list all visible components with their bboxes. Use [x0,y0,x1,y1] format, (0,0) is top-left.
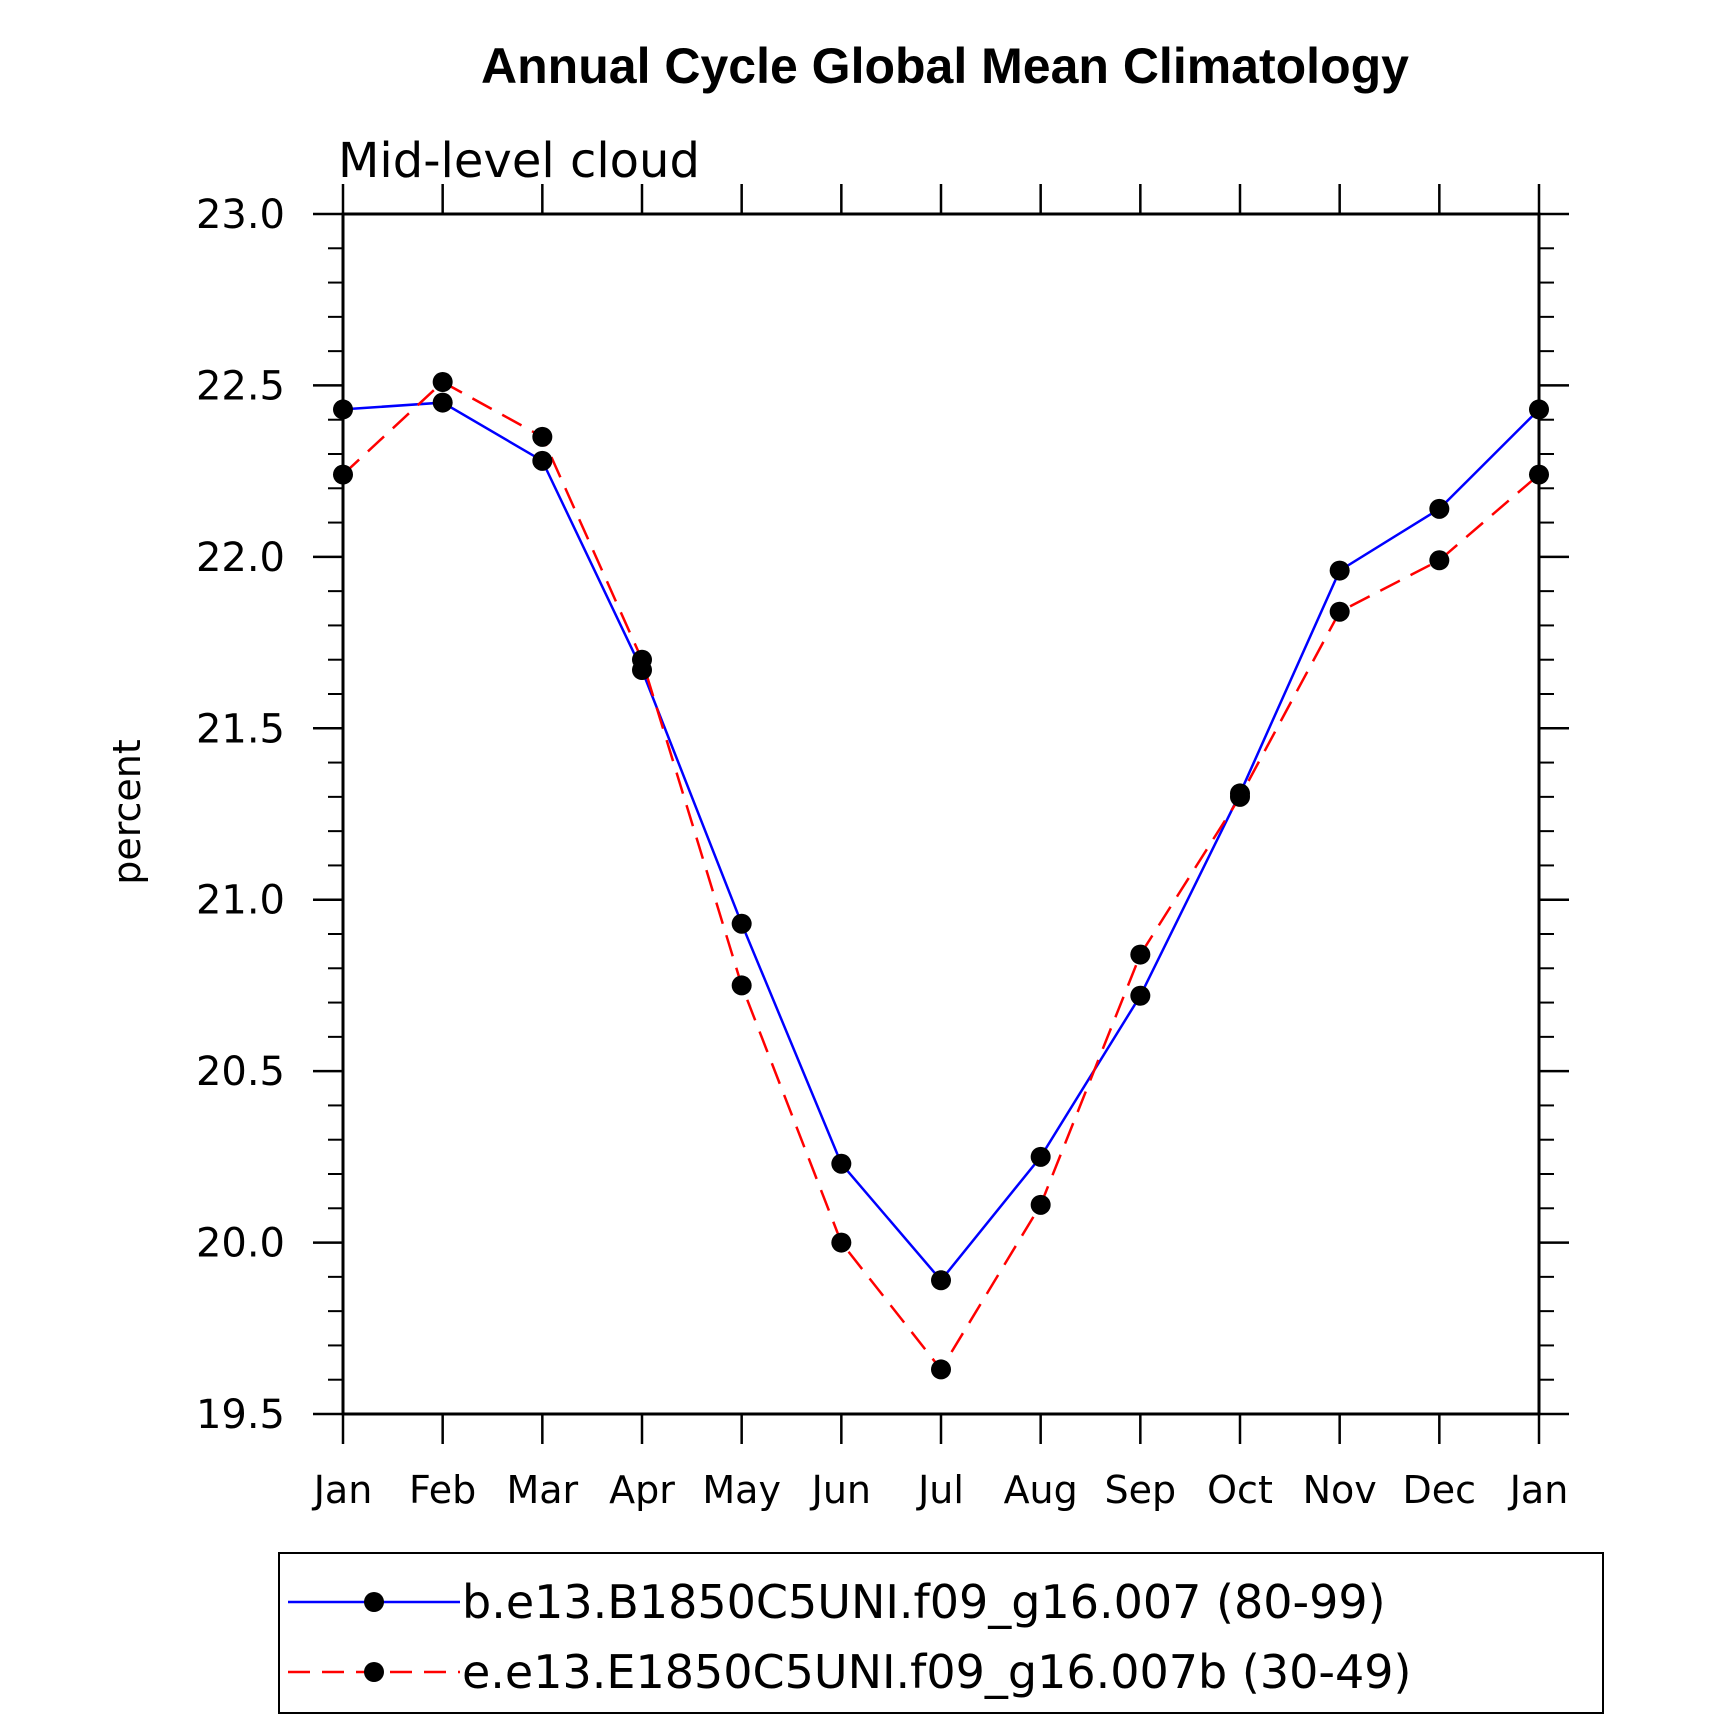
series-layer [333,372,1549,1380]
series-2-point [1329,601,1350,622]
chart-subtitle: Mid-level cloud [338,133,700,189]
legend-label-1: b.e13.B1850C5UNI.f09_g16.007 (80-99) [462,1575,1386,1629]
y-tick-label: 21.5 [196,706,285,752]
x-tick-label: Jul [916,1468,964,1512]
series-2-point [333,464,353,485]
series-2-point [1529,464,1549,485]
plot-frame [341,212,1541,1416]
series-1-point [1130,985,1151,1006]
series-line-2 [342,380,1540,1372]
y-tick-label: 19.5 [196,1392,285,1438]
x-tick-label: Mar [506,1468,578,1512]
series-2-point [532,426,553,447]
y-tick-label: 23.0 [196,192,285,238]
legend-marker-1 [364,1592,384,1612]
series-1-point [1030,1146,1051,1167]
y-tick-label: 20.0 [196,1221,285,1267]
x-tick-label: Sep [1105,1468,1177,1512]
x-tick-label: Jan [312,1468,373,1512]
series-2-point [1230,786,1250,807]
y-axis-label: percent [105,739,149,885]
x-tick-label: Aug [1004,1468,1078,1512]
series-2-point [1130,944,1151,965]
legend-marker-2 [364,1662,384,1682]
series-1-point [333,399,353,420]
series-2-point [1429,550,1450,571]
series-1-point [931,1270,951,1291]
series-2-point [931,1359,951,1380]
series-2-point [432,372,453,392]
axis-ticks: 19.5 20.0 20.5 21.0 21.5 22.0 22.5 23.0 Jan Feb Ma… [196,184,1569,1512]
x-tick-label: Apr [609,1468,675,1512]
x-tick-label: Dec [1403,1468,1477,1512]
series-1-point [1529,399,1549,420]
y-tick-label: 22.0 [196,535,285,581]
series-2-point [731,975,752,996]
y-tick-label: 20.5 [196,1049,285,1095]
legend-box [278,1552,1604,1714]
series-1-point [432,392,453,413]
x-tick-label: May [702,1468,781,1512]
series-1-point [831,1153,852,1174]
x-tick-label: Oct [1207,1468,1273,1512]
series-1-point [1329,560,1350,581]
y-tick-label: 21.0 [196,878,285,924]
y-tick-label: 22.5 [196,363,285,409]
legend: b.e13.B1850C5UNI.f09_g16.007 (80-99) e.e1… [278,1552,1604,1714]
series-2-point [632,649,652,670]
x-tick-label: Jan [1508,1468,1569,1512]
series-2-point [1030,1194,1051,1215]
chart-title: Annual Cycle Global Mean Climatology [481,38,1409,94]
series-line-1 [342,401,1540,1283]
series-1-point [532,450,553,471]
series-2-point [831,1232,852,1253]
x-tick-label: Jun [810,1468,871,1512]
x-tick-label: Nov [1303,1468,1377,1512]
x-tick-label: Feb [409,1468,476,1512]
series-1-point [1429,498,1450,519]
series-1-point [731,913,752,934]
legend-label-2: e.e13.E1850C5UNI.f09_g16.007b (30-49) [462,1645,1411,1699]
